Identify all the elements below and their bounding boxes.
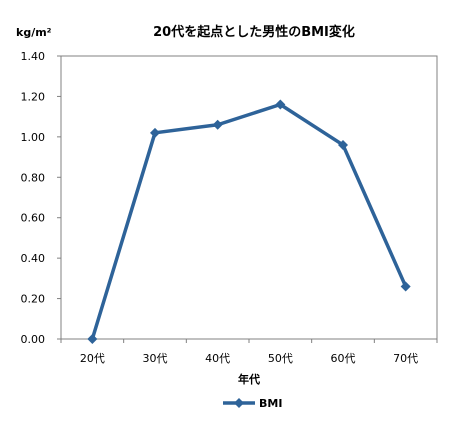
y-axis: 0.00 0.20 0.40 0.60 0.80 1.00 1.20 1.40 (21, 50, 61, 346)
y-tick-label: 1.00 (21, 131, 46, 144)
data-point-marker (338, 139, 348, 150)
data-point-marker (212, 119, 223, 130)
y-tick-label: 0.60 (21, 212, 46, 225)
y-tick-label: 0.20 (21, 293, 46, 306)
x-axis: 20代 30代 40代 50代 60代 70代 (60, 339, 438, 365)
data-point-marker (150, 127, 160, 138)
x-axis-label: 年代 (238, 372, 260, 386)
data-point-marker (400, 281, 411, 292)
x-tick-label: 40代 (205, 352, 230, 365)
chart-title: 20代を起点とした男性のBMI変化 (153, 24, 355, 40)
x-tick-label: 30代 (143, 352, 168, 365)
y-tick-label: 0.80 (21, 171, 46, 184)
y-axis-unit-label: kg/m² (16, 26, 52, 39)
plot-area-frame (60, 55, 438, 340)
legend: BMI (223, 397, 282, 410)
x-tick-label: 50代 (268, 352, 293, 365)
x-tick-label: 20代 (80, 352, 105, 365)
x-tick-label: 60代 (331, 352, 356, 365)
data-point-marker (275, 99, 286, 110)
series-group (87, 99, 411, 344)
y-tick-label: 1.40 (21, 50, 46, 63)
y-tick-label: 0.00 (21, 333, 46, 346)
y-tick-label: 0.40 (21, 252, 46, 265)
legend-marker (234, 398, 244, 408)
data-point-marker (87, 334, 98, 344)
series-line-bmi (90, 102, 408, 340)
y-tick-label: 1.20 (21, 90, 46, 103)
x-tick-label: 70代 (393, 352, 418, 365)
legend-label: BMI (259, 397, 282, 410)
